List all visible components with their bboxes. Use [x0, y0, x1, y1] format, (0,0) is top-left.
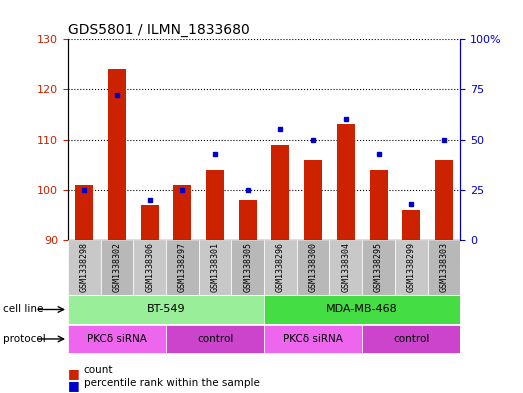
Text: GSM1338305: GSM1338305 — [243, 242, 252, 292]
Text: percentile rank within the sample: percentile rank within the sample — [84, 378, 259, 388]
Bar — [100, 240, 133, 295]
Text: ■: ■ — [68, 379, 79, 392]
Bar — [264, 325, 362, 353]
Bar — [108, 69, 126, 240]
Bar — [239, 200, 257, 240]
Text: PKCδ siRNA: PKCδ siRNA — [283, 334, 343, 344]
Bar — [133, 240, 166, 295]
Bar — [206, 169, 224, 240]
Bar — [264, 296, 460, 324]
Text: GSM1338299: GSM1338299 — [407, 242, 416, 292]
Bar — [199, 240, 231, 295]
Bar — [75, 185, 93, 240]
Text: GSM1338298: GSM1338298 — [80, 242, 89, 292]
Bar — [264, 240, 297, 295]
Bar — [395, 240, 428, 295]
Bar — [271, 145, 289, 240]
Bar — [435, 160, 453, 240]
Text: GSM1338295: GSM1338295 — [374, 242, 383, 292]
Text: GSM1338304: GSM1338304 — [342, 242, 350, 292]
Text: cell line: cell line — [3, 305, 43, 314]
Bar — [166, 240, 199, 295]
Text: control: control — [393, 334, 429, 344]
Text: GSM1338306: GSM1338306 — [145, 242, 154, 292]
Bar — [68, 296, 264, 324]
Text: GSM1338301: GSM1338301 — [211, 242, 220, 292]
Text: GSM1338302: GSM1338302 — [112, 242, 121, 292]
Bar — [141, 205, 158, 240]
Text: GSM1338300: GSM1338300 — [309, 242, 317, 292]
Bar — [370, 169, 388, 240]
Text: GSM1338303: GSM1338303 — [439, 242, 448, 292]
Bar — [428, 240, 460, 295]
Text: MDA-MB-468: MDA-MB-468 — [326, 305, 398, 314]
Bar — [174, 185, 191, 240]
Bar — [362, 240, 395, 295]
Text: ■: ■ — [68, 367, 79, 380]
Text: GSM1338297: GSM1338297 — [178, 242, 187, 292]
Text: count: count — [84, 365, 113, 375]
Text: PKCδ siRNA: PKCδ siRNA — [87, 334, 147, 344]
Bar — [402, 209, 420, 240]
Text: GSM1338296: GSM1338296 — [276, 242, 285, 292]
Text: protocol: protocol — [3, 334, 46, 344]
Bar — [68, 325, 166, 353]
Text: BT-549: BT-549 — [147, 305, 185, 314]
Bar — [231, 240, 264, 295]
Bar — [304, 160, 322, 240]
Bar — [68, 240, 100, 295]
Text: control: control — [197, 334, 233, 344]
Bar — [362, 325, 460, 353]
Text: GDS5801 / ILMN_1833680: GDS5801 / ILMN_1833680 — [68, 23, 250, 37]
Bar — [329, 240, 362, 295]
Bar — [337, 125, 355, 240]
Bar — [166, 325, 264, 353]
Bar — [297, 240, 329, 295]
